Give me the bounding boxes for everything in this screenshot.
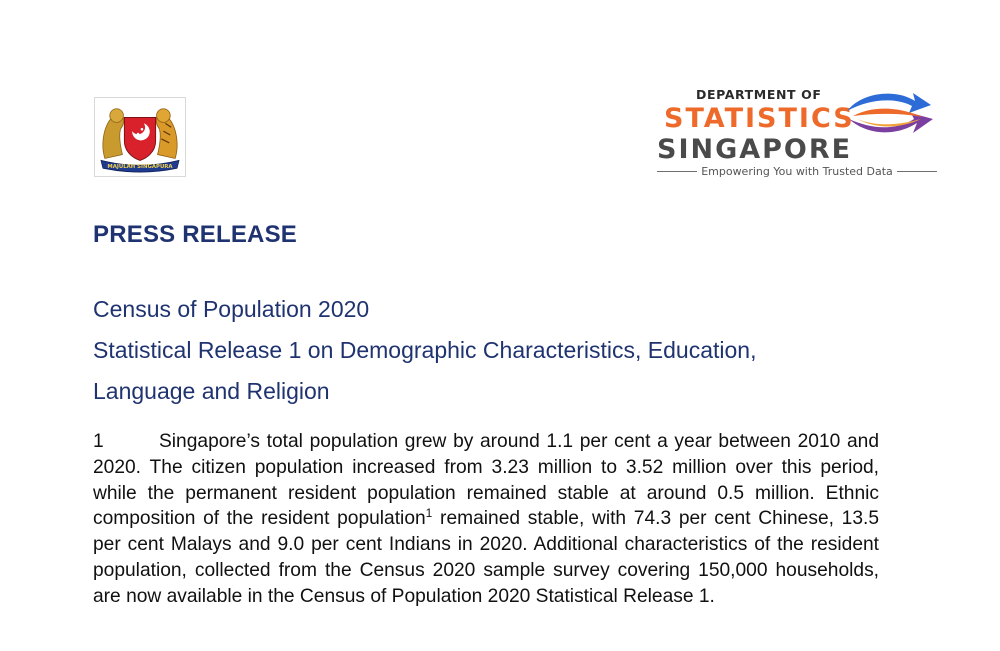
dos-tagline: Empowering You with Trusted Data [701, 165, 893, 178]
singapore-coat-of-arms-logo: MAJULAH SINGAPURA [94, 97, 186, 177]
dos-swoosh-icon [847, 93, 933, 133]
department-of-statistics-logo: DEPARTMENT OF STATISTICS SINGAPORE Empow… [655, 83, 945, 183]
dos-tagline-row: Empowering You with Trusted Data [657, 165, 937, 178]
svg-text:MAJULAH SINGAPURA: MAJULAH SINGAPURA [107, 164, 173, 170]
title-line-1: Census of Population 2020 [93, 296, 370, 322]
dos-department-text: DEPARTMENT OF [696, 87, 822, 102]
paragraph-text-part-2: remained stable, with 74.3 per cent Chin… [93, 508, 879, 607]
dos-statistics-text: STATISTICS [664, 103, 855, 134]
paragraph-1: 1 Singapore’s total population grew by ar… [93, 429, 879, 610]
title-line-3: Language and Religion [93, 378, 330, 404]
title-line-2: Statistical Release 1 on Demographic Cha… [93, 337, 757, 363]
footnote-reference[interactable]: 1 [425, 506, 433, 521]
paragraph-number: 1 [93, 431, 104, 452]
dos-singapore-text: SINGAPORE [657, 134, 853, 165]
release-title: Census of Population 2020 Statistical Re… [93, 289, 913, 412]
press-release-heading: PRESS RELEASE [93, 221, 297, 248]
paragraph-text-part-1: Singapore’s total population grew by aro… [93, 431, 879, 530]
